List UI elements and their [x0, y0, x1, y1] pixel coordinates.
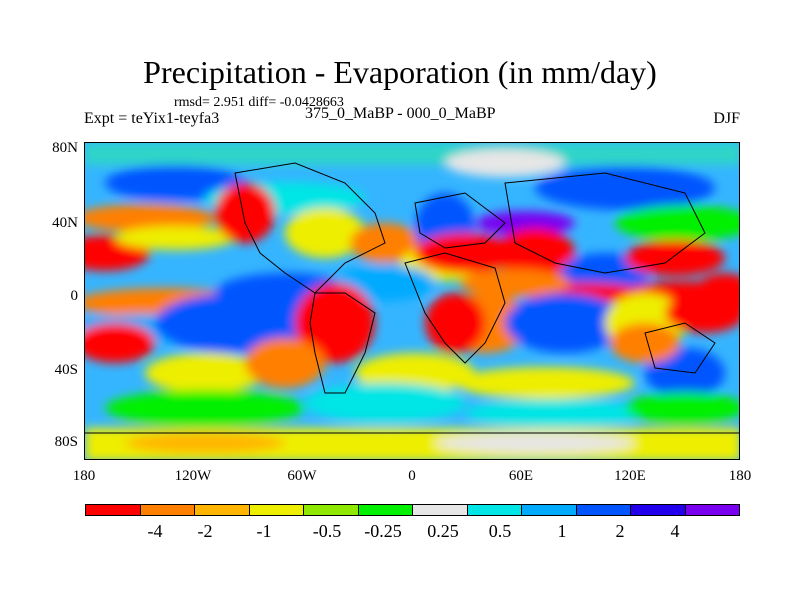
colorbar-label: 0.5	[488, 521, 512, 541]
colorbar-label: -2	[197, 521, 213, 541]
colorbar-label: -1	[256, 521, 272, 541]
x-tick-label: 180	[72, 468, 96, 484]
colorbar-box	[521, 504, 577, 516]
colorbar-label: 1	[557, 521, 567, 541]
colorbar-box	[684, 504, 740, 516]
colorbar-label: 4	[670, 521, 680, 541]
y-tick-label: 0	[70, 288, 79, 304]
x-tick-label: 180	[728, 468, 752, 484]
colorbar-box	[466, 504, 522, 516]
x-tick-label: 60W	[287, 468, 317, 484]
y-tick-label: 80N	[52, 140, 78, 156]
colorbar-box	[575, 504, 631, 516]
colorbar-label: -4	[147, 521, 163, 541]
colorbar-label: -0.5	[312, 521, 342, 541]
colorbar-box	[248, 504, 304, 516]
experiment-label: Expt = teYix1-teyfa3	[84, 110, 220, 127]
colorbar-box	[139, 504, 195, 516]
season-label: DJF	[713, 110, 740, 127]
x-tick-label: 0	[408, 468, 416, 484]
plot-title: Precipitation - Evaporation (in mm/day)	[143, 54, 657, 90]
colorbar-box	[85, 504, 141, 516]
y-tick-label: 40S	[54, 362, 78, 378]
colorbar-box	[412, 504, 468, 516]
difference-label: 375_0_MaBP - 000_0_MaBP	[305, 105, 496, 122]
map-field	[85, 143, 739, 459]
x-tick-label: 120W	[174, 468, 212, 484]
colorbar-box	[303, 504, 359, 516]
colorbar-box	[630, 504, 686, 516]
x-tick-label: 60E	[508, 468, 534, 484]
stats-text: rmsd= 2.951 diff= -0.0428663	[174, 95, 344, 110]
colorbar-box	[357, 504, 413, 516]
x-tick-label: 120E	[614, 468, 646, 484]
colorbar	[85, 504, 740, 516]
colorbar-label: 0.25	[427, 521, 459, 541]
y-tick-label: 40N	[52, 215, 78, 231]
colorbar-box	[194, 504, 250, 516]
map-panel	[84, 142, 740, 460]
y-tick-label: 80S	[54, 434, 78, 450]
colorbar-label: 2	[615, 521, 625, 541]
colorbar-label: -0.25	[364, 521, 402, 541]
